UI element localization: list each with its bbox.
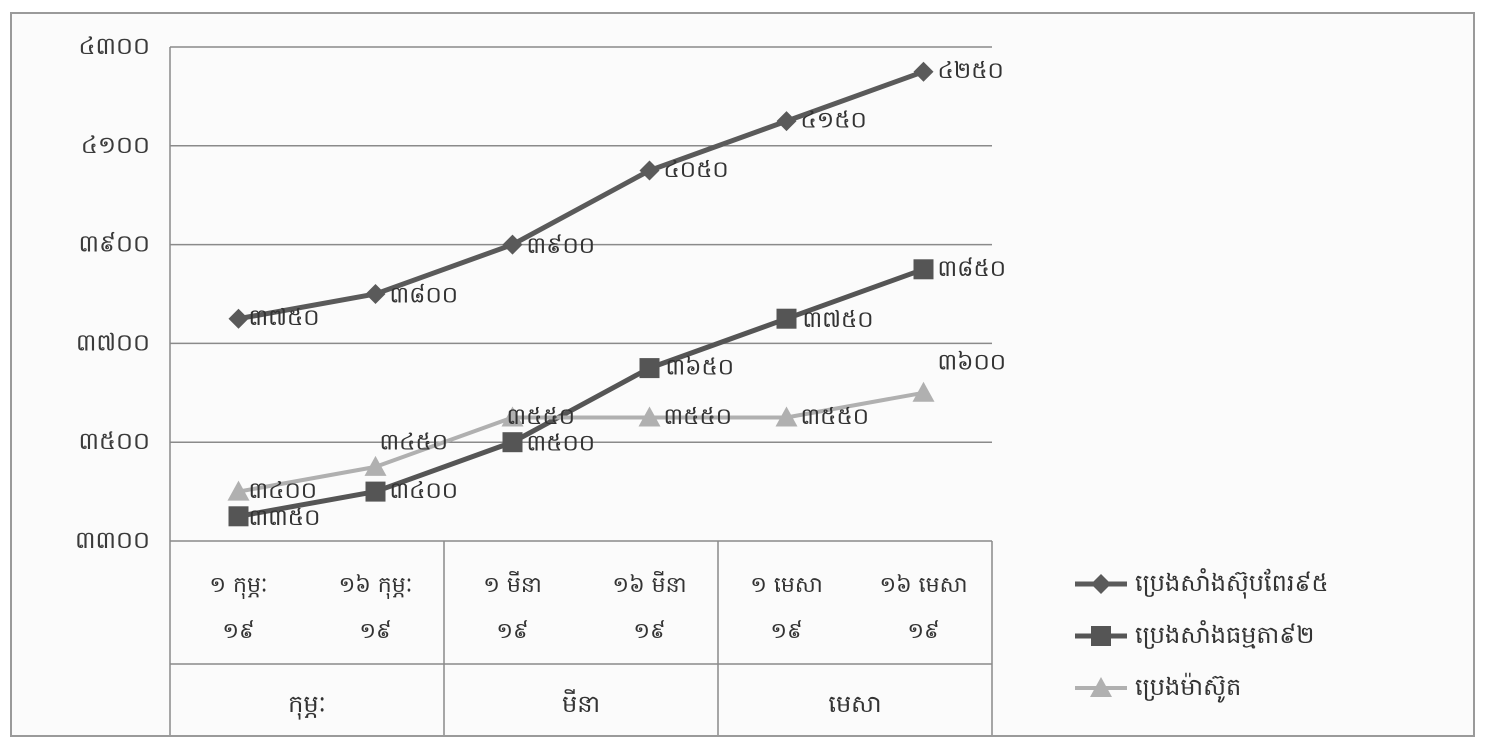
data-label: ៤២៥០: [938, 58, 1004, 84]
y-tick-label: ៤១០០: [81, 131, 150, 159]
legend-label: ប្រេងសាំងធម្មតា៩២: [1135, 620, 1314, 649]
series-group: ៣៧៥០៣៨០០៣៩០០៤០៥០៤១៥០៤២៥០៣៣៥០៣៤០០៣៥០០៣៦៥០…: [227, 58, 1007, 531]
data-label: ៣៨០០: [390, 283, 459, 309]
x-tick-label: ១ កុម្ភៈ: [209, 573, 267, 599]
x-tick-label: ១៦ កុម្ភៈ: [339, 573, 413, 599]
x-tick-label: ១ មេសា: [750, 573, 823, 598]
y-tick-label: ៣៩០០: [79, 230, 150, 258]
legend: ប្រេងសាំងស៊ុបពែរ៩៥ប្រេងសាំងធម្មតា៩២ប្រេង…: [1075, 568, 1328, 703]
data-label: ៤១៥០: [801, 108, 867, 134]
data-point-diamond: [913, 61, 934, 82]
data-label: ៤០៥០: [664, 157, 729, 183]
data-point-square: [1091, 626, 1111, 646]
data-point-diamond: [502, 234, 523, 255]
legend-item: ប្រេងសាំងធម្មតា៩២: [1075, 620, 1314, 649]
data-point-square: [776, 308, 797, 329]
legend-label: ប្រេងម៉ាស៊ូត: [1135, 672, 1241, 703]
x-group-label: កុម្ភៈ: [288, 690, 326, 720]
data-point-triangle: [775, 406, 798, 427]
gridlines: [170, 46, 992, 542]
data-label: ៣៥០០: [527, 431, 596, 457]
data-point-diamond: [776, 111, 797, 132]
data-label: ៣៨៥០: [938, 256, 1007, 282]
data-label: ៣៦០០: [938, 349, 1007, 375]
data-point-square: [228, 506, 249, 527]
series-line: [238, 69, 925, 322]
series-3: ៣៤០០ ៣៤៥០ ៣៥៥០ ៣៥៥០ ៣៥៥០ ៣៦០០: [227, 349, 1007, 504]
x-group-label: មីនា: [562, 689, 600, 718]
x-tick-label: ១ មីនា: [483, 571, 542, 598]
data-label: ៣៧៥០: [249, 305, 320, 331]
y-tick-label: ៤៣០០: [79, 32, 150, 60]
data-label: ៣៤៥០: [380, 429, 449, 455]
data-label: ៣៤០០: [249, 478, 318, 504]
legend-item: ប្រេងម៉ាស៊ូត: [1075, 672, 1241, 703]
data-point-square: [913, 259, 934, 280]
data-point-diamond: [639, 160, 660, 181]
legend-item: ប្រេងសាំងស៊ុបពែរ៩៥: [1075, 568, 1328, 599]
data-point-triangle: [227, 480, 250, 501]
data-point-triangle: [501, 406, 524, 427]
chart-frame: [10, 12, 1475, 737]
data-point-triangle: [638, 406, 661, 427]
data-point-triangle: [364, 455, 387, 476]
x-tick-label-year: ១៩: [633, 619, 665, 644]
data-point-triangle: [912, 381, 935, 402]
x-tick-label: ១៦ មីនា: [612, 571, 686, 598]
data-point-square: [502, 432, 523, 453]
data-label: ៣៧៥០: [803, 307, 874, 333]
data-point-square: [639, 358, 660, 379]
data-label: ៣៥៥០: [664, 404, 733, 430]
y-tick-label: ៣៥០០: [79, 427, 150, 455]
x-tick-label-year: ១៩: [222, 619, 254, 644]
data-label: ៣៥៥០: [801, 404, 870, 430]
data-label: ៣៣៥០: [249, 505, 321, 531]
data-label: ៣៥៥០: [507, 404, 576, 430]
x-tick-label-year: ១៩: [907, 619, 939, 644]
x-tick-label: ១៦ មេសា: [879, 573, 967, 598]
y-tick-label: ៣៣០០: [75, 526, 150, 554]
x-tick-label-year: ១៩: [496, 619, 528, 644]
series-1: ៣៧៥០ ៣៨០០ ៣៩០០ ៤០៥០ ៤១៥០ ៤២៥០: [228, 58, 1004, 331]
data-point-square: [365, 481, 386, 502]
y-axis: ៣៣០០ ៣៥០០ ៣៧០០ ៣៩០០ ៤១០០ ៤៣០០: [75, 32, 171, 554]
data-label: ៣៩០០: [527, 233, 596, 259]
x-group-label: មេសា: [828, 690, 881, 718]
data-point-diamond: [228, 308, 249, 329]
y-tick-label: ៣៧០០: [76, 328, 150, 356]
data-point-triangle: [1090, 677, 1112, 697]
x-axis: ១ កុម្ភៈ១៩ ១៦ កុម្ភៈ១៩ ១ មីនា១៩ ១៦ មីនា១៩ ១ …: [169, 541, 993, 735]
data-label: ៣៤០០: [390, 478, 459, 504]
series-line: [238, 390, 924, 494]
x-tick-label-year: ១៩: [359, 619, 391, 644]
series-line: [238, 266, 925, 519]
data-label: ៣៦៥០: [666, 355, 735, 381]
data-point-diamond: [365, 284, 386, 304]
legend-label: ប្រេងសាំងស៊ុបពែរ៩៥: [1135, 568, 1328, 599]
data-point-diamond: [1091, 574, 1111, 594]
x-tick-label-year: ១៩: [770, 619, 802, 644]
